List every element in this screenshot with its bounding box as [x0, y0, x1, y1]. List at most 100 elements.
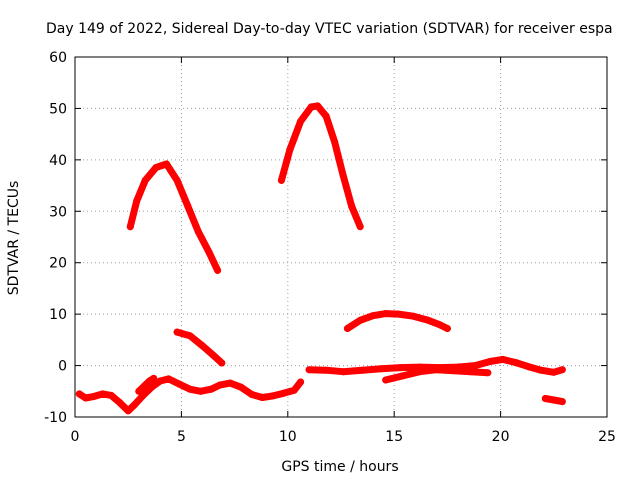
data-point	[356, 223, 364, 231]
y-tick-label: 60	[49, 50, 67, 66]
data-point	[186, 332, 194, 340]
data-point	[163, 160, 170, 168]
x-tick-label: 5	[177, 429, 186, 445]
x-tick-label: 25	[598, 429, 616, 445]
data-point	[135, 387, 143, 395]
x-tick-label: 10	[279, 429, 297, 445]
data-point	[339, 171, 347, 179]
data-point	[280, 389, 287, 397]
data-point	[124, 407, 132, 415]
data-point	[343, 325, 351, 332]
data-point	[150, 374, 158, 382]
x-tick-label: 20	[492, 429, 510, 445]
y-tick-label: 30	[49, 204, 67, 220]
data-point	[558, 366, 566, 374]
data-point	[107, 391, 115, 399]
data-point	[558, 398, 566, 406]
data-point	[175, 380, 183, 388]
data-point	[226, 379, 234, 387]
data-point	[486, 358, 494, 365]
data-point	[307, 103, 315, 111]
data-point	[541, 395, 549, 402]
data-series	[75, 102, 566, 415]
data-point	[382, 376, 390, 384]
data-point	[397, 364, 405, 372]
data-point	[156, 377, 164, 385]
series-arc-9	[541, 395, 566, 406]
data-point	[269, 392, 277, 400]
y-tick-label: 10	[49, 307, 67, 323]
y-tick-label: -10	[44, 410, 67, 426]
data-point	[512, 359, 519, 366]
data-point	[348, 202, 356, 210]
series-line	[173, 328, 226, 367]
data-point	[165, 375, 173, 383]
data-point	[218, 359, 226, 367]
data-point	[435, 320, 443, 328]
data-point	[322, 366, 330, 374]
data-point	[277, 176, 285, 184]
data-point	[173, 176, 181, 184]
y-tick-label: 50	[49, 101, 67, 117]
data-point	[205, 248, 213, 256]
data-point	[416, 368, 424, 376]
data-point	[258, 394, 266, 401]
y-tick-label: 0	[58, 359, 67, 375]
data-point	[126, 223, 134, 231]
data-point	[484, 369, 492, 377]
y-tick-label: 20	[49, 256, 67, 272]
data-point	[471, 362, 479, 370]
data-point	[214, 266, 222, 274]
x-tick-label: 0	[71, 429, 80, 445]
data-point	[358, 366, 366, 374]
data-point	[305, 366, 313, 374]
series-arc-4	[173, 328, 226, 367]
data-point	[99, 390, 107, 398]
data-point	[90, 392, 98, 400]
data-point	[395, 310, 402, 318]
series-line	[277, 102, 364, 231]
data-point	[237, 383, 245, 391]
data-point	[433, 366, 441, 374]
data-point	[331, 138, 339, 146]
data-point	[173, 328, 181, 336]
data-point	[133, 197, 141, 205]
data-point	[297, 117, 305, 125]
series-arc-8	[382, 366, 492, 384]
data-point	[467, 368, 475, 376]
data-point	[409, 312, 417, 320]
data-point	[197, 387, 205, 395]
data-point	[297, 378, 305, 386]
data-point	[207, 385, 215, 393]
data-point	[314, 102, 322, 110]
data-point	[382, 310, 390, 318]
data-point	[550, 396, 558, 404]
data-point	[209, 351, 217, 359]
data-point	[550, 368, 558, 376]
data-point	[424, 316, 432, 324]
data-point	[131, 401, 139, 409]
data-point	[186, 385, 194, 393]
series-arc-6	[135, 374, 158, 395]
data-point	[141, 176, 149, 184]
series-arc-3	[343, 310, 451, 332]
data-point	[339, 368, 347, 376]
y-axis-label: SDTVAR / TECUs	[6, 181, 22, 296]
data-point	[322, 112, 330, 120]
series-arc-7	[305, 355, 566, 376]
data-point	[499, 355, 507, 363]
data-point	[152, 164, 160, 172]
data-point	[369, 312, 377, 320]
series-arc-5	[75, 375, 305, 415]
x-tick-label: 15	[385, 429, 403, 445]
data-point	[443, 325, 451, 332]
data-point	[248, 390, 256, 398]
data-point	[524, 363, 532, 371]
data-point	[290, 386, 298, 394]
y-tick-label: 40	[49, 153, 67, 169]
series-arc-2	[277, 102, 364, 231]
data-point	[82, 394, 90, 402]
data-point	[377, 365, 385, 373]
